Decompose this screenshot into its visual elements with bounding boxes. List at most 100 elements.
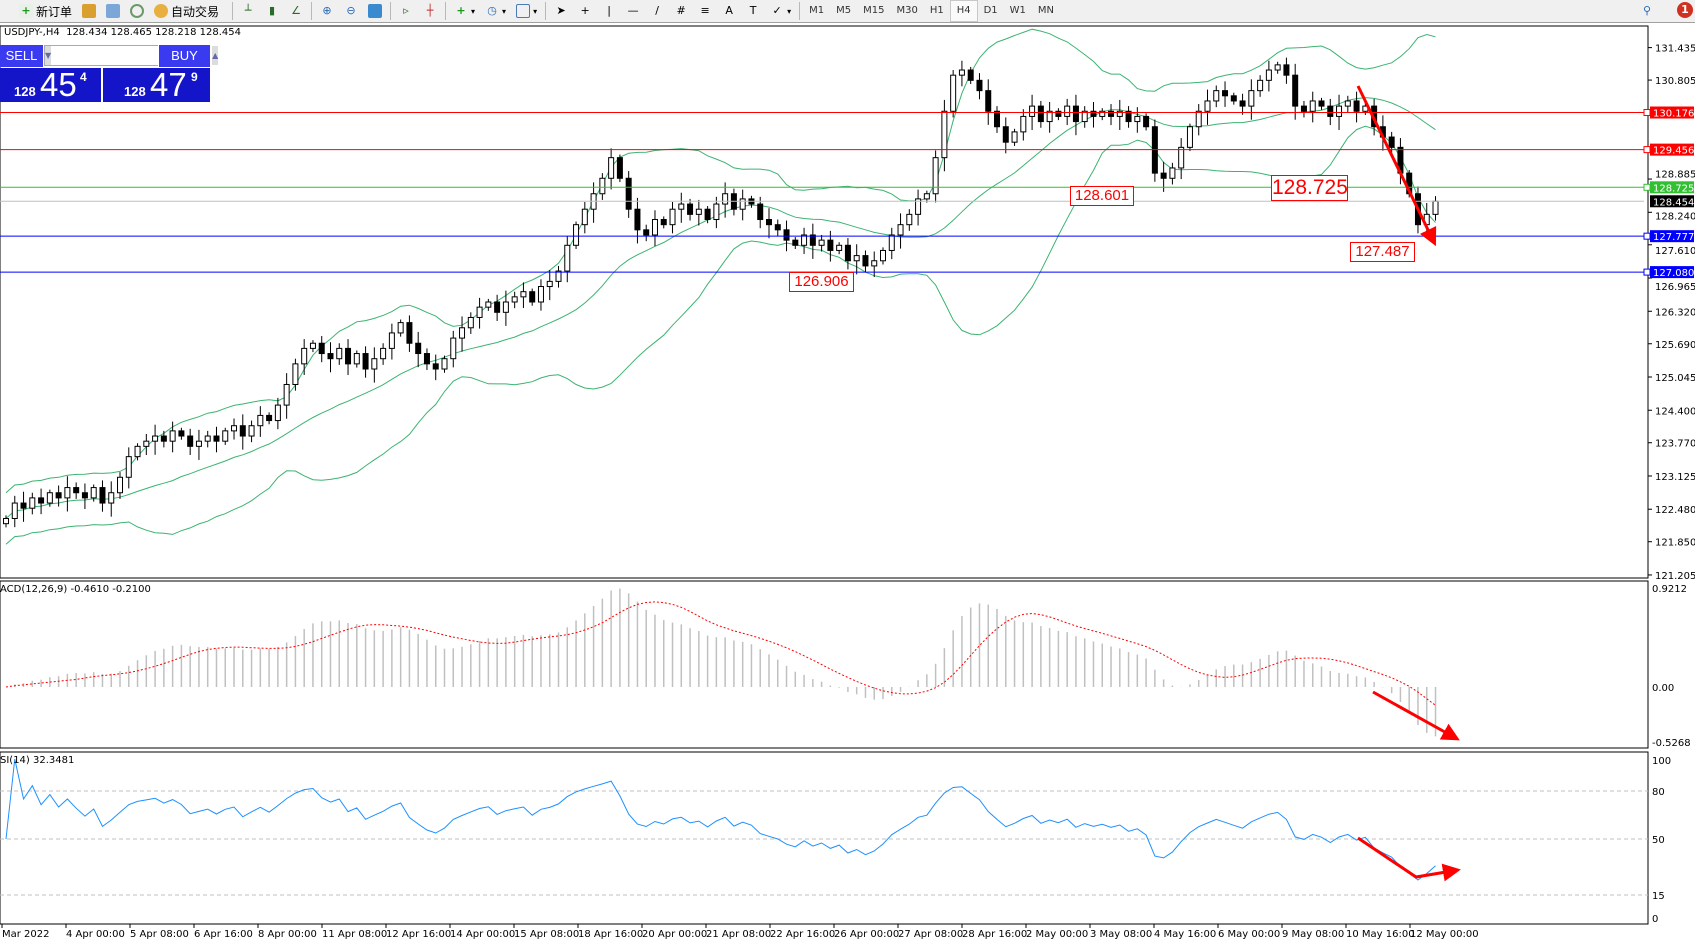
- new-order-button[interactable]: + 新订单: [14, 1, 77, 21]
- bull-candle-body: [651, 219, 658, 236]
- macd-axis-label: -0.5268: [1652, 738, 1691, 749]
- buy-price-button[interactable]: 128 47 9: [103, 66, 210, 103]
- bull-candle-body: [888, 234, 895, 251]
- candle: [967, 66, 974, 85]
- time-axis-label: 27 Apr 08:00: [898, 929, 963, 940]
- trendline-button[interactable]: /: [645, 1, 669, 21]
- line-chart-button[interactable]: ∠: [284, 1, 308, 21]
- lot-increase-button[interactable]: ▲: [212, 46, 219, 65]
- candle: [1099, 108, 1106, 121]
- candle: [792, 237, 799, 250]
- lot-decrease-button[interactable]: ▼: [45, 46, 52, 65]
- search-icon: ⚲: [1642, 4, 1652, 17]
- bull-candle-body: [1134, 115, 1141, 123]
- candlestick-button[interactable]: ▮: [260, 1, 284, 21]
- time-axis-label: 11 Apr 08:00: [322, 929, 387, 940]
- candle: [1283, 57, 1290, 84]
- equidistant-channel-button[interactable]: #: [669, 1, 693, 21]
- indicators-button[interactable]: + ▾: [449, 1, 480, 21]
- toolbar: + 新订单 自动交易 ┴ ▮ ∠ ⊕ ⊖ ▹ ┼ + ▾ ◷ ▾ ▾ ➤ + | —…: [0, 0, 1695, 23]
- time-axis-label: 14 Apr 00:00: [450, 929, 515, 940]
- price-line-handle[interactable]: [1643, 109, 1651, 117]
- candle: [1213, 85, 1220, 108]
- bar-chart-button[interactable]: ┴: [236, 1, 260, 21]
- candle: [801, 227, 808, 254]
- candle: [958, 60, 965, 87]
- bear-candle-body: [20, 502, 27, 509]
- notification-button[interactable]: 1: [1659, 1, 1695, 21]
- bear-candle-body: [38, 497, 45, 504]
- timeframe-m1[interactable]: M1: [809, 5, 825, 16]
- time-axis-label: 2 May 00:00: [1026, 929, 1088, 940]
- candle: [1108, 104, 1115, 126]
- zoom-out-button[interactable]: ⊖: [339, 1, 363, 21]
- macd-pane[interactable]: [0, 580, 1649, 749]
- price-annotation[interactable]: 127.487: [1350, 242, 1415, 262]
- zoom-in-button[interactable]: ⊕: [315, 1, 339, 21]
- bull-candle-body: [11, 502, 18, 520]
- chart-shift-button[interactable]: ┼: [418, 1, 442, 21]
- time-axis-label: 5 Apr 08:00: [130, 929, 189, 940]
- market-watch-button[interactable]: [77, 1, 101, 21]
- auto-scroll-button[interactable]: ▹: [394, 1, 418, 21]
- main-pane[interactable]: [0, 25, 1649, 579]
- crosshair-button[interactable]: +: [573, 1, 597, 21]
- vertical-line-button[interactable]: |: [597, 1, 621, 21]
- price-line-handle[interactable]: [1643, 232, 1651, 240]
- price-line-handle[interactable]: [1643, 183, 1651, 191]
- trend-arrow-price: [1356, 85, 1437, 247]
- candle: [81, 483, 88, 510]
- auto-trading-button[interactable]: 自动交易: [149, 1, 224, 21]
- arrows-button[interactable]: ✓ ▾: [765, 1, 796, 21]
- fibonacci-button[interactable]: ≡: [693, 1, 717, 21]
- buy-button[interactable]: BUY: [159, 45, 210, 67]
- signals-button[interactable]: [125, 1, 149, 21]
- templates-button[interactable]: ▾: [511, 1, 542, 21]
- bull-candle-body: [309, 342, 316, 349]
- rsi-pane[interactable]: [0, 751, 1649, 925]
- text-label-button[interactable]: T: [741, 1, 765, 21]
- candle: [1265, 60, 1272, 92]
- sell-button[interactable]: SELL: [0, 45, 43, 67]
- bear-candle-body: [783, 229, 790, 241]
- tile-windows-button[interactable]: [363, 1, 387, 21]
- price-annotation[interactable]: 128.601: [1070, 186, 1134, 206]
- bear-candle-body: [976, 79, 983, 92]
- navigator-button[interactable]: [101, 1, 125, 21]
- price-line-handle[interactable]: [1643, 146, 1651, 154]
- candle: [651, 210, 658, 247]
- timeframe-m5[interactable]: M5: [836, 5, 852, 16]
- timeframe-m15[interactable]: M15: [863, 5, 885, 16]
- candle: [739, 189, 746, 221]
- timeframe-d1[interactable]: D1: [983, 5, 998, 16]
- candle: [1195, 104, 1202, 136]
- price-annotation[interactable]: 126.906: [789, 272, 854, 292]
- candle: [1178, 138, 1185, 180]
- timeframe-m30[interactable]: M30: [896, 5, 918, 16]
- cursor-button[interactable]: ➤: [549, 1, 573, 21]
- search-button[interactable]: ⚲: [1635, 1, 1659, 21]
- candle: [29, 492, 36, 515]
- candle: [1046, 101, 1053, 133]
- bull-candle-body: [906, 213, 913, 226]
- timeframe-h1[interactable]: H1: [929, 5, 944, 16]
- candle: [450, 330, 457, 368]
- text-button[interactable]: A: [717, 1, 741, 21]
- candle: [897, 213, 904, 249]
- timeframe-mn[interactable]: MN: [1037, 5, 1055, 16]
- periods-button[interactable]: ◷ ▾: [480, 1, 511, 21]
- price-line-handle[interactable]: [1643, 268, 1651, 276]
- candle: [713, 196, 720, 229]
- bear-candle-body: [1300, 105, 1307, 112]
- timeframe-w1[interactable]: W1: [1009, 5, 1026, 16]
- macd-axis-label: 0.9212: [1652, 584, 1687, 595]
- sell-price-button[interactable]: 128 45 4: [0, 66, 101, 103]
- timeframe-h4[interactable]: H4: [949, 0, 978, 22]
- price-annotation-large[interactable]: 128.725: [1271, 175, 1348, 201]
- candle: [1169, 162, 1176, 185]
- bull-candle-body: [958, 69, 965, 76]
- bear-candle-body: [844, 244, 851, 262]
- candle: [502, 290, 509, 326]
- horizontal-line-button[interactable]: —: [621, 1, 645, 21]
